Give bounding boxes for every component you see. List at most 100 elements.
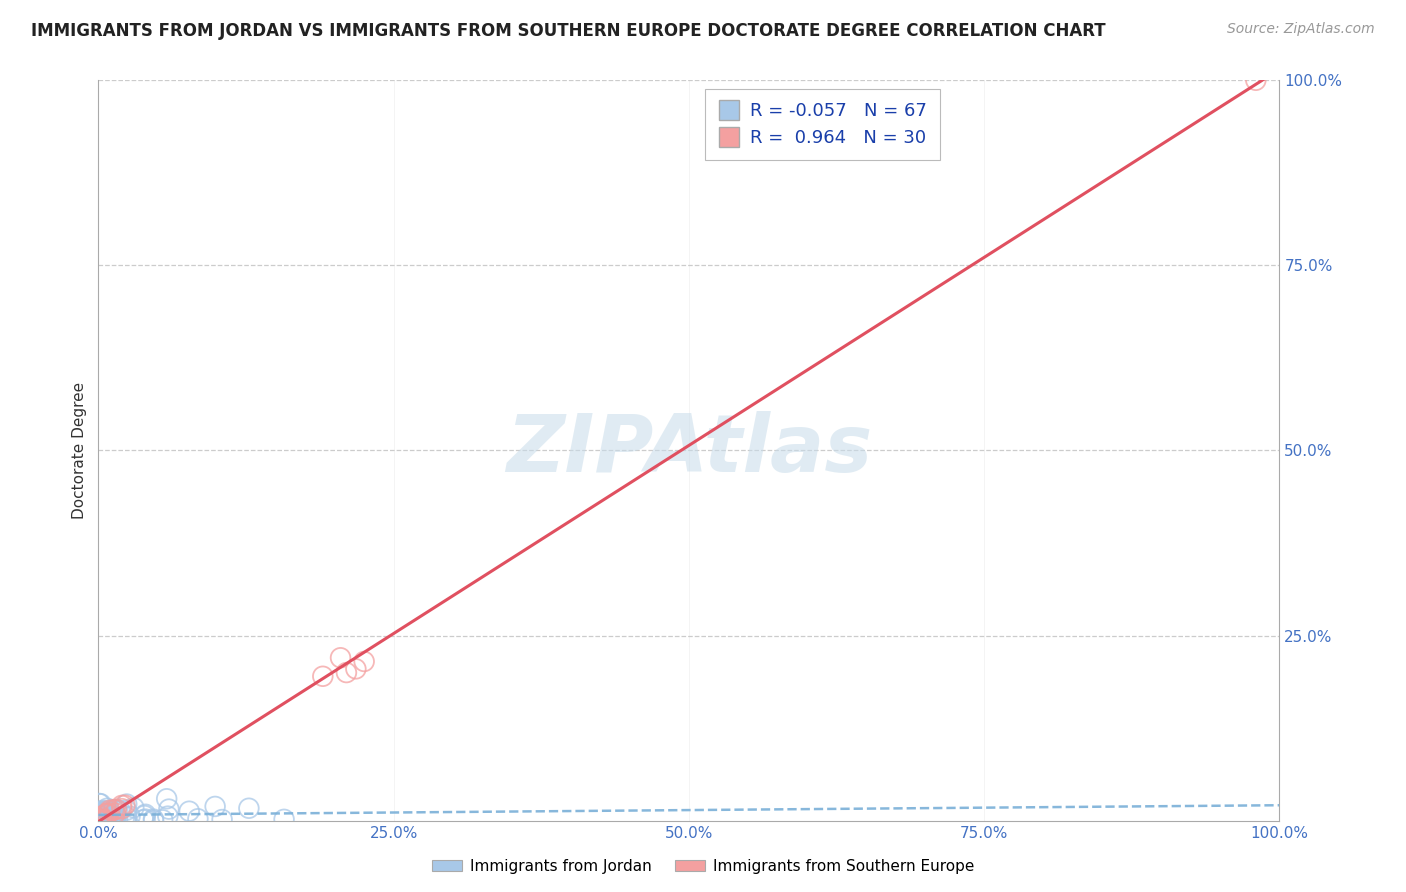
- Point: [122, 801, 145, 815]
- Point: [103, 803, 125, 817]
- Point: [329, 650, 352, 665]
- Point: [115, 810, 138, 824]
- Point: [94, 810, 117, 824]
- Point: [1244, 73, 1267, 87]
- Text: ZIPAtlas: ZIPAtlas: [506, 411, 872, 490]
- Point: [89, 813, 111, 827]
- Point: [94, 805, 117, 820]
- Point: [107, 805, 129, 819]
- Point: [335, 665, 357, 680]
- Point: [98, 813, 121, 827]
- Point: [103, 813, 125, 827]
- Point: [91, 808, 114, 822]
- Point: [90, 805, 112, 819]
- Point: [156, 791, 179, 805]
- Point: [103, 809, 125, 823]
- Point: [156, 809, 179, 823]
- Point: [89, 813, 111, 827]
- Text: IMMIGRANTS FROM JORDAN VS IMMIGRANTS FROM SOUTHERN EUROPE DOCTORATE DEGREE CORRE: IMMIGRANTS FROM JORDAN VS IMMIGRANTS FRO…: [31, 22, 1105, 40]
- Point: [94, 814, 117, 828]
- Point: [89, 814, 111, 828]
- Point: [111, 798, 134, 813]
- Point: [273, 813, 295, 827]
- Point: [97, 804, 120, 818]
- Point: [108, 804, 131, 818]
- Point: [94, 814, 117, 828]
- Point: [134, 808, 156, 822]
- Point: [94, 804, 117, 818]
- Point: [179, 804, 201, 818]
- Point: [100, 810, 122, 824]
- Point: [97, 805, 120, 820]
- Point: [93, 808, 115, 822]
- Point: [134, 807, 156, 822]
- Point: [96, 813, 118, 827]
- Point: [101, 811, 124, 825]
- Point: [103, 803, 125, 817]
- Point: [142, 814, 165, 828]
- Point: [90, 806, 112, 821]
- Point: [132, 813, 155, 827]
- Point: [104, 806, 127, 821]
- Point: [87, 814, 110, 828]
- Point: [96, 812, 118, 826]
- Point: [96, 807, 118, 822]
- Point: [90, 811, 112, 825]
- Point: [107, 811, 129, 825]
- Point: [94, 804, 117, 818]
- Point: [90, 814, 112, 828]
- Point: [90, 809, 112, 823]
- Text: Source: ZipAtlas.com: Source: ZipAtlas.com: [1227, 22, 1375, 37]
- Point: [152, 813, 174, 827]
- Point: [105, 802, 128, 816]
- Point: [353, 655, 375, 669]
- Point: [344, 662, 367, 676]
- Point: [98, 803, 121, 817]
- Point: [94, 814, 117, 828]
- Point: [312, 669, 335, 683]
- Y-axis label: Doctorate Degree: Doctorate Degree: [72, 382, 87, 519]
- Point: [91, 810, 114, 824]
- Point: [91, 812, 114, 826]
- Point: [90, 797, 112, 811]
- Point: [91, 804, 114, 818]
- Point: [87, 814, 110, 828]
- Point: [211, 813, 233, 827]
- Point: [96, 810, 118, 824]
- Point: [115, 803, 138, 817]
- Point: [105, 802, 128, 816]
- Point: [93, 814, 115, 828]
- Point: [98, 805, 121, 819]
- Point: [91, 810, 114, 824]
- Point: [100, 810, 122, 824]
- Point: [114, 798, 136, 813]
- Legend: Immigrants from Jordan, Immigrants from Southern Europe: Immigrants from Jordan, Immigrants from …: [426, 853, 980, 880]
- Point: [96, 806, 118, 821]
- Point: [204, 799, 226, 814]
- Point: [89, 814, 111, 828]
- Point: [104, 810, 127, 824]
- Point: [87, 813, 110, 827]
- Point: [89, 797, 111, 811]
- Legend: R = -0.057   N = 67, R =  0.964   N = 30: R = -0.057 N = 67, R = 0.964 N = 30: [704, 89, 939, 160]
- Point: [115, 797, 138, 811]
- Point: [87, 810, 110, 824]
- Point: [96, 801, 118, 815]
- Point: [90, 807, 112, 822]
- Point: [96, 813, 118, 827]
- Point: [187, 812, 209, 826]
- Point: [97, 805, 120, 820]
- Point: [93, 814, 115, 828]
- Point: [238, 801, 260, 815]
- Point: [118, 809, 141, 823]
- Point: [93, 807, 115, 822]
- Point: [111, 802, 134, 816]
- Point: [157, 802, 180, 816]
- Point: [93, 812, 115, 826]
- Point: [142, 812, 165, 826]
- Point: [134, 812, 156, 826]
- Point: [104, 812, 127, 826]
- Point: [87, 814, 110, 828]
- Point: [93, 810, 115, 824]
- Point: [89, 805, 111, 820]
